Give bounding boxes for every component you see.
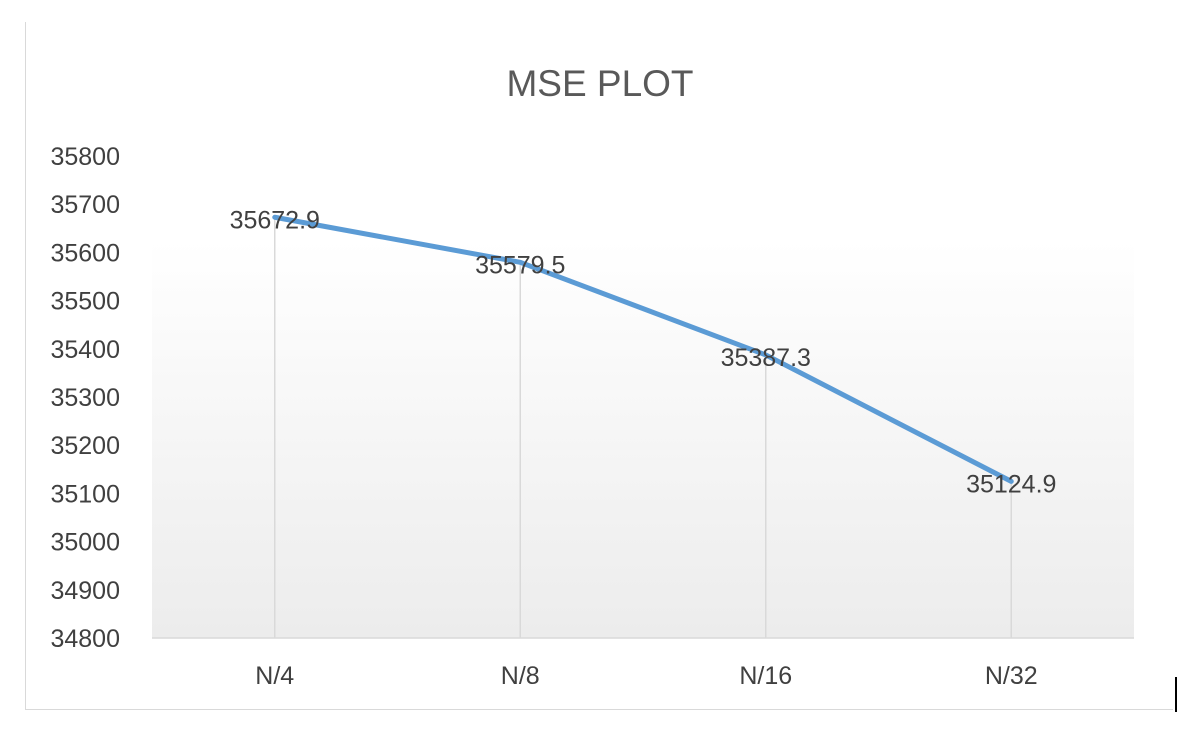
data-label: 35579.5	[475, 251, 565, 279]
y-tick-label: 35200	[50, 432, 120, 460]
x-tick-label: N/4	[255, 662, 294, 690]
y-tick-label: 35000	[50, 529, 120, 557]
chart-title: MSE PLOT	[506, 63, 693, 104]
y-tick-label: 35600	[50, 239, 120, 267]
text-cursor	[1175, 677, 1177, 712]
series-line	[272, 214, 1014, 484]
plot-area-background	[152, 240, 1134, 638]
data-label: 35672.9	[230, 206, 320, 234]
x-tick-label: N/16	[739, 662, 792, 690]
x-tick-label: N/8	[501, 662, 540, 690]
y-tick-label: 34900	[50, 577, 120, 605]
y-tick-label: 35500	[50, 288, 120, 316]
data-label: 35124.9	[966, 470, 1056, 498]
y-tick-label: 35800	[50, 143, 120, 171]
y-tick-label: 35100	[50, 480, 120, 508]
y-tick-label: 35700	[50, 191, 120, 219]
y-tick-label: 34800	[50, 625, 120, 653]
chart-frame	[25, 22, 1173, 710]
data-label: 35387.3	[721, 344, 811, 372]
y-tick-label: 35400	[50, 336, 120, 364]
y-tick-label: 35300	[50, 384, 120, 412]
x-tick-label: N/32	[985, 662, 1038, 690]
